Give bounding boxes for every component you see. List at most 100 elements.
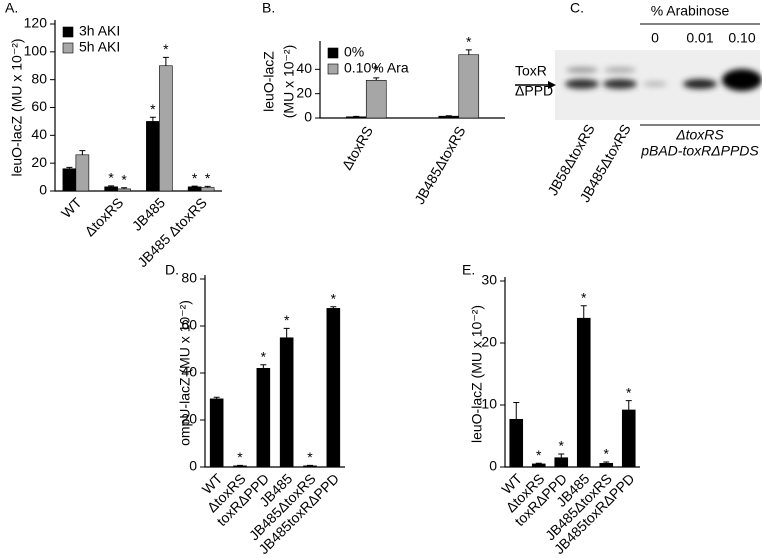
bar <box>62 168 77 192</box>
y-tick-label: 40 <box>181 364 197 380</box>
bar <box>146 121 160 192</box>
bar <box>209 398 224 468</box>
significance: * <box>237 449 243 465</box>
bar <box>509 418 524 468</box>
bar <box>75 154 90 192</box>
y-axis-label: (MU x 10⁻²) <box>281 45 297 119</box>
group-label: pBAD-toxRΔPPDS <box>640 143 759 159</box>
legend-swatch <box>62 26 74 38</box>
bar <box>256 367 271 468</box>
bar <box>187 186 202 192</box>
y-tick-label: 0 <box>39 182 47 198</box>
significance: * <box>192 170 198 186</box>
significance: * <box>163 41 169 57</box>
error-bar <box>108 185 115 187</box>
significance: * <box>331 290 337 306</box>
bar <box>599 462 614 468</box>
legend-label: 0% <box>344 44 364 60</box>
legend-swatch <box>327 47 339 59</box>
significance: * <box>307 449 313 465</box>
bar <box>438 115 460 119</box>
error-bar <box>79 150 86 155</box>
y-tick-label: 0 <box>489 458 497 474</box>
x-tick-label: JB485 <box>129 194 169 234</box>
error-bar <box>558 453 565 458</box>
panel-label: A. <box>5 0 18 16</box>
legend-label: 3h AKI <box>79 23 120 39</box>
significance: * <box>626 384 632 400</box>
y-tick-label: 0 <box>304 109 312 125</box>
significance: * <box>374 62 380 78</box>
panel-label: E. <box>462 262 475 278</box>
y-tick-label: 120 <box>24 15 48 31</box>
x-tick-label: WT <box>58 194 85 221</box>
x-tick-label: ΔtoxRS <box>81 194 126 239</box>
bar <box>554 457 569 468</box>
x-tick-label: JB485ΔtoxRS <box>411 123 468 206</box>
y-axis-label: leuO-lacZ (MU x 10⁻²) <box>469 305 485 443</box>
bar <box>233 465 247 468</box>
band-label: ToxR <box>515 63 547 79</box>
y-tick-label: 20 <box>181 411 197 427</box>
error-bar <box>162 56 169 66</box>
y-tick-label: 0 <box>189 458 197 474</box>
axes <box>504 277 640 468</box>
error-bar <box>513 402 520 420</box>
error-bar <box>373 77 380 81</box>
y-tick-label: 20 <box>481 334 497 350</box>
error-bar <box>330 306 337 309</box>
y-tick-label: 20 <box>296 84 312 100</box>
legend-swatch <box>62 42 74 54</box>
bar <box>279 337 294 468</box>
y-tick-label: 60 <box>31 98 47 114</box>
bar <box>117 188 131 192</box>
legend-label: 5h AKI <box>79 39 120 55</box>
arrowhead <box>548 81 556 89</box>
y-tick-label: 10 <box>481 396 497 412</box>
error-bar <box>149 116 156 122</box>
significance: * <box>121 172 127 188</box>
bar <box>531 463 546 468</box>
bar <box>303 465 317 468</box>
legend-label: 0.10% Ara <box>344 60 409 76</box>
y-tick-label: 30 <box>481 272 497 288</box>
x-tick-label: ΔtoxRS <box>338 123 376 172</box>
significance: * <box>108 170 114 186</box>
error-bar <box>465 49 472 55</box>
y-tick-label: 40 <box>31 126 47 142</box>
y-tick-label: 80 <box>31 70 47 86</box>
y-tick-label: 60 <box>181 317 197 333</box>
legend-swatch <box>327 63 339 75</box>
blot-bands <box>565 67 762 91</box>
error-bar <box>625 400 632 410</box>
significance: * <box>466 34 472 50</box>
error-bar <box>603 461 610 464</box>
significance: * <box>581 290 587 306</box>
group-label: ΔtoxRS <box>675 127 724 143</box>
significance: * <box>284 312 290 328</box>
significance: * <box>604 446 610 462</box>
panel-label: B. <box>262 0 275 16</box>
y-axis-label: ompU-lacZ (MU x 10⁻²) <box>177 300 193 446</box>
bar <box>104 186 118 192</box>
band-label: ΔPPD <box>515 83 553 99</box>
bar <box>576 317 591 468</box>
error-bar <box>213 396 220 399</box>
bar <box>621 409 636 468</box>
bar <box>200 187 215 192</box>
blot-header: % Arabinose <box>651 3 730 19</box>
y-tick-label: 40 <box>296 60 312 76</box>
axes <box>204 275 345 468</box>
significance: * <box>536 447 542 463</box>
blot-panel: C. % Arabinose 0 0.01 0.10 ToxR ΔPPD JB5… <box>515 0 762 205</box>
bar <box>458 54 480 119</box>
significance: * <box>559 438 565 454</box>
significance: * <box>150 101 156 117</box>
bar <box>365 79 387 119</box>
y-axis-label: leuO-lacZ <box>261 51 277 112</box>
error-bar <box>580 305 587 319</box>
y-tick-label: 100 <box>24 43 48 59</box>
bar <box>345 116 367 119</box>
bar <box>159 65 173 192</box>
